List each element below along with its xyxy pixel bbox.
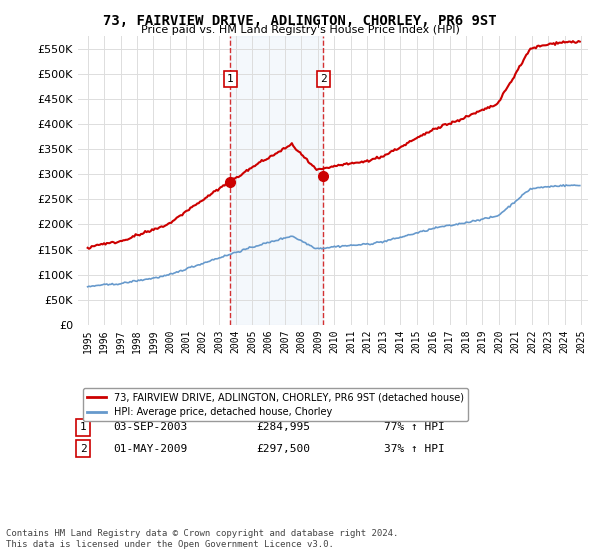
Text: Price paid vs. HM Land Registry's House Price Index (HPI): Price paid vs. HM Land Registry's House … [140, 25, 460, 35]
Text: 03-SEP-2003: 03-SEP-2003 [114, 422, 188, 432]
Text: 73, FAIRVIEW DRIVE, ADLINGTON, CHORLEY, PR6 9ST: 73, FAIRVIEW DRIVE, ADLINGTON, CHORLEY, … [103, 14, 497, 28]
Text: 2: 2 [80, 444, 86, 454]
Text: £284,995: £284,995 [257, 422, 311, 432]
Legend: 73, FAIRVIEW DRIVE, ADLINGTON, CHORLEY, PR6 9ST (detached house), HPI: Average p: 73, FAIRVIEW DRIVE, ADLINGTON, CHORLEY, … [83, 388, 468, 421]
Bar [230, 36, 323, 325]
Text: 37% ↑ HPI: 37% ↑ HPI [384, 444, 445, 454]
Text: 1: 1 [80, 422, 86, 432]
Text: Contains HM Land Registry data © Crown copyright and database right 2024.
This d: Contains HM Land Registry data © Crown c… [6, 529, 398, 549]
Text: £297,500: £297,500 [257, 444, 311, 454]
Text: 1: 1 [227, 74, 233, 84]
Text: 77% ↑ HPI: 77% ↑ HPI [384, 422, 445, 432]
Text: 2: 2 [320, 74, 327, 84]
Text: 01-MAY-2009: 01-MAY-2009 [114, 444, 188, 454]
